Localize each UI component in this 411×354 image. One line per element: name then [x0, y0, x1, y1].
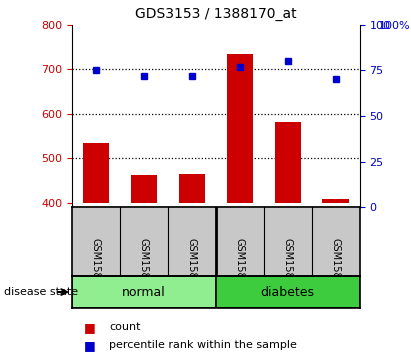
- Title: GDS3153 / 1388170_at: GDS3153 / 1388170_at: [135, 7, 297, 21]
- Text: disease state: disease state: [4, 287, 78, 297]
- Text: GSM158589: GSM158589: [91, 238, 101, 297]
- Text: ■: ■: [84, 321, 96, 334]
- Bar: [179, 174, 205, 202]
- FancyBboxPatch shape: [72, 276, 216, 308]
- Text: GSM158593: GSM158593: [235, 238, 245, 297]
- Text: percentile rank within the sample: percentile rank within the sample: [109, 340, 297, 350]
- Text: normal: normal: [122, 286, 166, 298]
- Text: count: count: [109, 322, 141, 332]
- Y-axis label: 100%: 100%: [379, 21, 410, 31]
- Text: GSM158590: GSM158590: [139, 238, 149, 297]
- Bar: [131, 175, 157, 202]
- FancyBboxPatch shape: [216, 276, 360, 308]
- Text: GSM158595: GSM158595: [331, 238, 341, 297]
- Text: ■: ■: [84, 339, 96, 352]
- Bar: [83, 143, 109, 202]
- Text: diabetes: diabetes: [261, 286, 315, 298]
- Text: GSM158594: GSM158594: [283, 238, 293, 297]
- Bar: [275, 122, 301, 202]
- Bar: [226, 54, 253, 202]
- Bar: [323, 199, 349, 202]
- Text: GSM158591: GSM158591: [187, 238, 197, 297]
